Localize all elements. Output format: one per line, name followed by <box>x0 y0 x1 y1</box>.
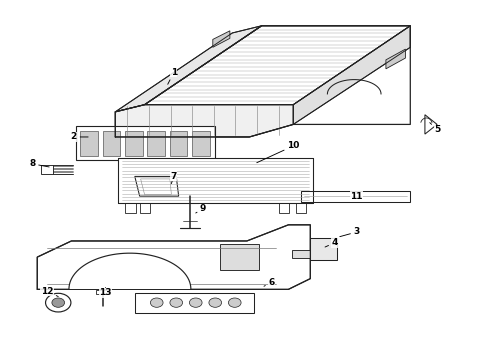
Polygon shape <box>220 244 259 270</box>
Polygon shape <box>192 131 209 156</box>
Polygon shape <box>115 105 293 137</box>
Polygon shape <box>144 26 409 105</box>
Circle shape <box>150 298 163 307</box>
Polygon shape <box>169 131 187 156</box>
Polygon shape <box>96 291 110 294</box>
Polygon shape <box>125 131 142 156</box>
Polygon shape <box>135 176 178 196</box>
Text: 12: 12 <box>41 287 58 297</box>
Polygon shape <box>69 253 190 289</box>
Polygon shape <box>37 225 310 289</box>
Text: 3: 3 <box>339 228 359 237</box>
Polygon shape <box>135 293 254 313</box>
Polygon shape <box>115 26 261 112</box>
Circle shape <box>52 298 64 307</box>
Text: 2: 2 <box>71 132 88 141</box>
Text: 5: 5 <box>429 123 439 134</box>
Polygon shape <box>310 238 336 260</box>
Polygon shape <box>80 131 98 156</box>
Polygon shape <box>295 203 306 213</box>
Circle shape <box>45 293 71 312</box>
Circle shape <box>208 298 221 307</box>
Polygon shape <box>212 31 229 47</box>
Polygon shape <box>424 115 436 134</box>
Circle shape <box>169 298 182 307</box>
Polygon shape <box>76 126 215 160</box>
Circle shape <box>228 298 241 307</box>
Text: 4: 4 <box>325 238 337 247</box>
Text: 7: 7 <box>170 172 177 184</box>
Polygon shape <box>140 203 150 213</box>
Polygon shape <box>278 203 289 213</box>
Text: 1: 1 <box>167 68 177 84</box>
Polygon shape <box>147 131 164 156</box>
Text: 8: 8 <box>29 159 49 168</box>
Polygon shape <box>293 26 409 125</box>
Text: 13: 13 <box>99 288 112 297</box>
Text: 11: 11 <box>350 192 362 201</box>
Polygon shape <box>385 49 405 69</box>
Polygon shape <box>125 203 136 213</box>
Text: 10: 10 <box>256 141 299 163</box>
Text: 9: 9 <box>195 204 206 213</box>
Polygon shape <box>300 191 409 202</box>
Polygon shape <box>118 158 312 203</box>
Text: 6: 6 <box>264 278 274 287</box>
Polygon shape <box>102 131 120 156</box>
Circle shape <box>189 298 202 307</box>
Polygon shape <box>292 250 310 258</box>
Polygon shape <box>41 165 53 174</box>
